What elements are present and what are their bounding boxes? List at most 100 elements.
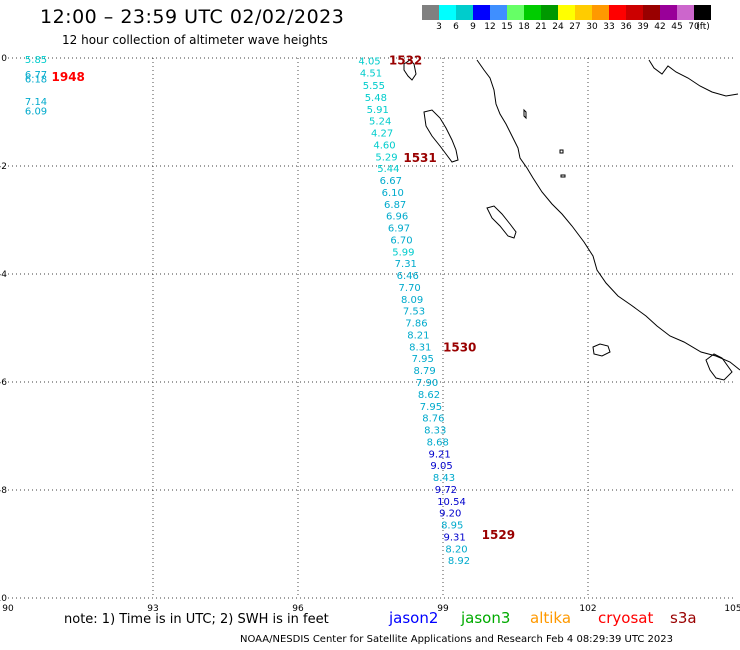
- malay-coast: [648, 59, 739, 97]
- wave-height-value: 8.33: [424, 426, 446, 437]
- legend-swatch: [473, 5, 490, 20]
- color-legend-swatches: [422, 5, 711, 20]
- axis-tick-labels: 90 93 96 99 102 105 0 -2 -4 -6 -8 -10: [0, 54, 740, 614]
- legend-label: (ft): [696, 22, 710, 32]
- legend-swatch: [592, 5, 609, 20]
- lon-tick-label: 102: [579, 604, 596, 614]
- legend-label: 12: [484, 22, 496, 32]
- wave-height-value: 8.76: [422, 414, 444, 425]
- wave-height-value: 9.72: [435, 485, 457, 496]
- legend-label: 33: [603, 22, 615, 32]
- small-island-3: [523, 108, 527, 120]
- pass-time-label: 1532: [389, 54, 422, 68]
- lon-tick-label: 99: [437, 604, 449, 614]
- map-subtitle: 12 hour collection of altimeter wave hei…: [62, 33, 328, 47]
- pass-time-label: 1529: [482, 528, 515, 542]
- satellite-jason2: jason2: [389, 609, 439, 627]
- wave-height-value: 6.09: [25, 106, 47, 117]
- wave-height-value: 7.70: [399, 283, 421, 294]
- legend-label: 18: [518, 22, 530, 32]
- legend-swatch: [524, 5, 541, 20]
- wave-height-value: 8.31: [409, 342, 431, 353]
- wave-height-value: 4.51: [360, 69, 382, 80]
- legend-swatch: [541, 5, 558, 20]
- wave-height-value: 8.09: [401, 295, 423, 306]
- wave-height-value: 5.48: [365, 93, 387, 104]
- legend-label: 15: [501, 22, 513, 32]
- legend-swatch: [507, 5, 524, 20]
- lat-tick-label: -10: [0, 594, 7, 604]
- legend-swatch: [660, 5, 677, 20]
- wave-height-value: 6.87: [384, 200, 406, 211]
- wave-height-value: 9.20: [439, 509, 461, 520]
- wave-height-value: 8.68: [427, 437, 449, 448]
- legend-swatch: [439, 5, 456, 20]
- legend-label: 3: [436, 22, 442, 32]
- wave-height-value: 6.10: [382, 188, 404, 199]
- lon-tick-label: 96: [292, 604, 304, 614]
- legend-swatch: [626, 5, 643, 20]
- siberut-island: [486, 205, 517, 239]
- wave-height-value: 7.90: [416, 378, 438, 389]
- legend-label: 6: [453, 22, 459, 32]
- legend-swatch: [643, 5, 660, 20]
- wave-height-value: 6.46: [397, 271, 419, 282]
- legend-swatch: [694, 5, 711, 20]
- wave-height-value: 7.95: [412, 354, 434, 365]
- legend-swatch: [677, 5, 694, 20]
- wave-height-value: 7.31: [395, 259, 417, 270]
- wave-height-value: 8.79: [414, 366, 436, 377]
- wave-height-value: 8.95: [441, 521, 463, 532]
- wave-height-value: 4.60: [373, 140, 395, 151]
- legend-label: 39: [637, 22, 649, 32]
- legend-label: 70: [688, 22, 700, 32]
- pass-time-label: 1531: [403, 151, 436, 165]
- wave-height-value: 8.20: [445, 544, 467, 555]
- nias-island: [423, 109, 459, 163]
- wave-height-value: 7.86: [405, 319, 427, 330]
- legend-swatch: [456, 5, 473, 20]
- wave-height-value: 4.27: [371, 129, 393, 140]
- lat-tick-label: -6: [0, 378, 7, 388]
- wave-height-value: 6.77: [25, 70, 47, 81]
- legend-swatch: [575, 5, 592, 20]
- lat-tick-label: -2: [0, 162, 7, 172]
- legend-label: 21: [535, 22, 547, 32]
- lat-tick-label: -8: [0, 486, 7, 496]
- wave-height-value: 6.97: [388, 224, 410, 235]
- satellite-s3a: s3a: [670, 609, 697, 627]
- legend-label: 42: [654, 22, 666, 32]
- small-island-2: [560, 174, 566, 178]
- map-title: 12:00 – 23:59 UTC 02/02/2023: [40, 6, 345, 28]
- legend-swatch: [490, 5, 507, 20]
- legend-swatch: [609, 5, 626, 20]
- wave-height-value: 7.95: [420, 402, 442, 413]
- wave-height-value: 5.85: [25, 55, 47, 66]
- lon-tick-label: 93: [147, 604, 158, 614]
- wave-height-value: 8.21: [407, 330, 429, 341]
- wave-height-value: 5.44: [377, 164, 399, 175]
- legend-swatch: [558, 5, 575, 20]
- legend-label: 24: [552, 22, 564, 32]
- wave-height-value: 7.53: [403, 307, 425, 318]
- legend-label: 36: [620, 22, 632, 32]
- wave-height-value: 7.14: [25, 97, 47, 108]
- enggano-island: [592, 343, 611, 357]
- satellite-cryosat: cryosat: [598, 609, 654, 627]
- wave-height-value: 8.43: [433, 473, 455, 484]
- legend-swatch: [422, 5, 439, 20]
- sumatra-coastline: [476, 59, 740, 371]
- wave-height-value: 6.18: [25, 75, 47, 86]
- legend-label: 9: [470, 22, 476, 32]
- lat-tick-label: -4: [0, 270, 7, 280]
- wave-height-value: 6.70: [390, 235, 412, 246]
- pass-time-label: 1530: [443, 340, 476, 354]
- wave-height-value: 6.96: [386, 212, 408, 223]
- satellite-jason3: jason3: [461, 609, 511, 627]
- lon-tick-label: 90: [2, 604, 14, 614]
- wave-height-value: 8.92: [448, 556, 470, 567]
- lat-lon-grid: [8, 57, 733, 599]
- wave-height-value: 5.99: [392, 247, 414, 258]
- wave-height-value: 10.54: [437, 497, 466, 508]
- wave-height-value: 9.31: [443, 532, 465, 543]
